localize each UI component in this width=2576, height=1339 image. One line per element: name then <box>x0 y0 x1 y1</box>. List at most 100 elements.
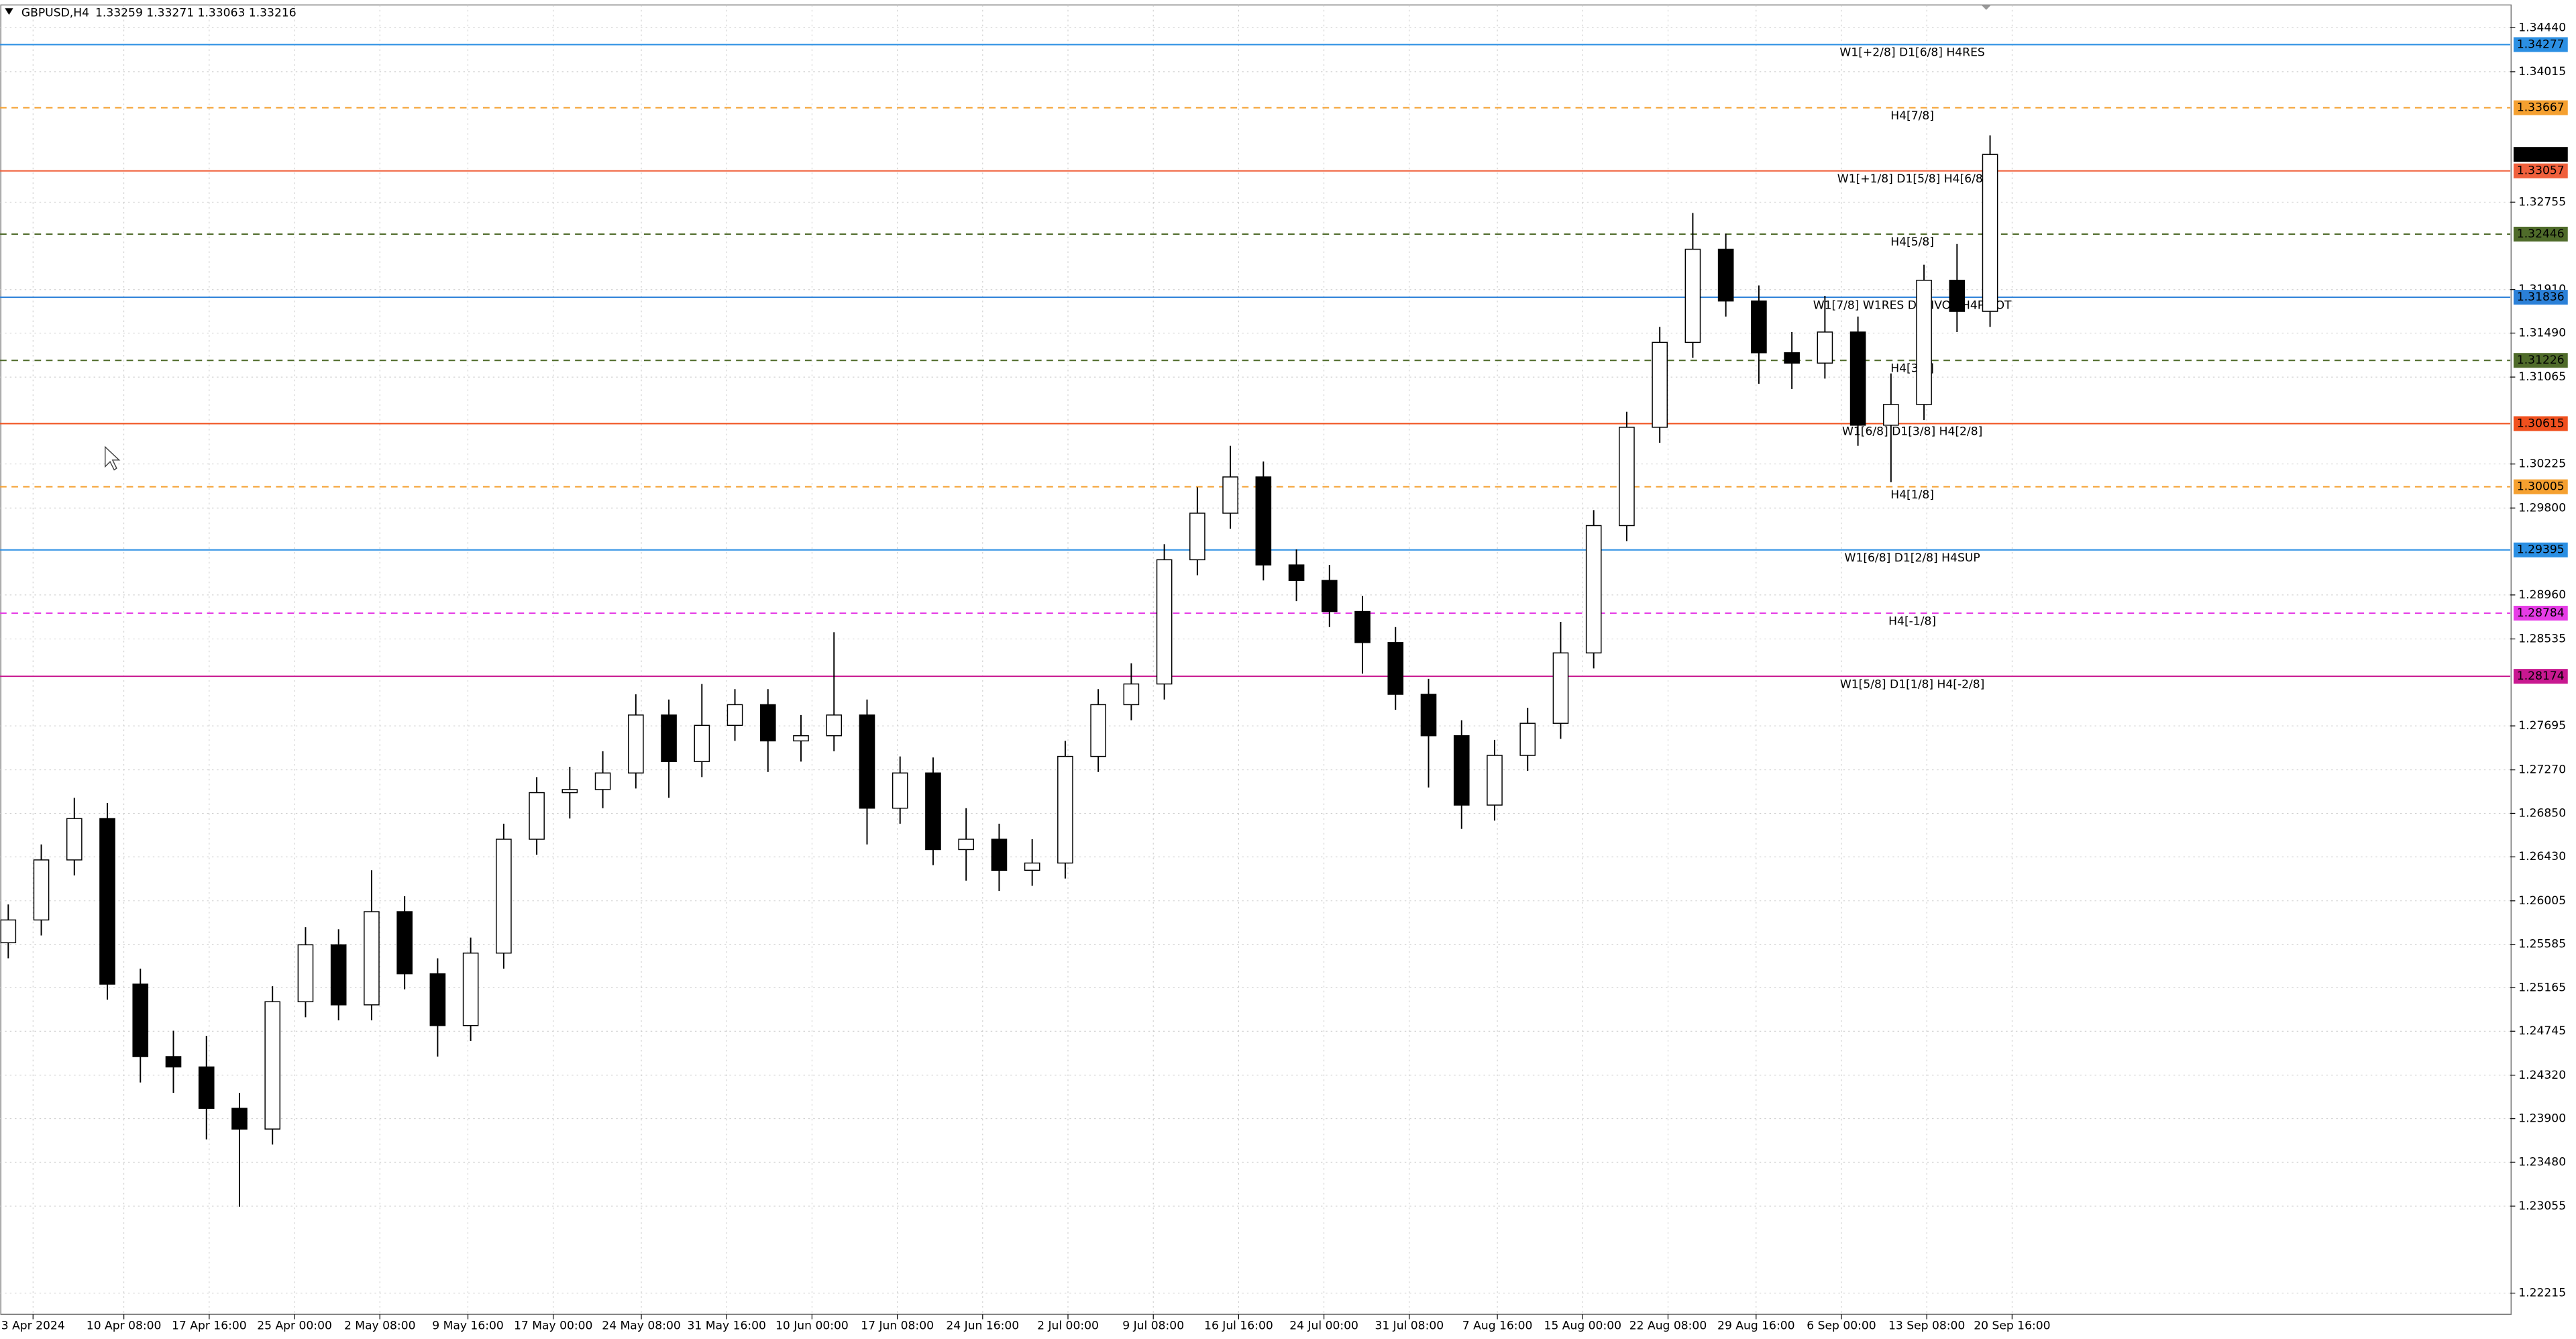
candle-body <box>1321 580 1338 612</box>
candle-body <box>1982 154 1998 312</box>
level-label: H4[1/8] <box>1890 488 1934 502</box>
level-label: H4[-1/8] <box>1888 614 1936 628</box>
x-tick-label: 24 Jul 00:00 <box>1289 1319 1358 1332</box>
level-label: W1[+2/8] D1[6/8] H4RES <box>1839 46 1984 60</box>
candle-body <box>462 952 479 1026</box>
candle-body <box>1784 352 1800 364</box>
candle-body <box>1420 694 1437 737</box>
candle-body <box>429 973 446 1026</box>
level-price-label: 1.29395 <box>2517 543 2565 557</box>
candle-body <box>925 772 941 851</box>
x-tick-label: 10 Apr 08:00 <box>87 1319 162 1332</box>
candle-body <box>496 839 512 954</box>
y-tick-label: 1.23900 <box>2518 1112 2566 1126</box>
y-tick-label: 1.34015 <box>2518 65 2566 78</box>
candle-body <box>1817 331 1833 364</box>
current-price-label: 1.33216 <box>2517 148 2565 161</box>
candle-body <box>1156 559 1173 685</box>
level-price-box <box>2513 606 2568 621</box>
candle-body <box>1552 652 1569 724</box>
x-tick-label: 17 Apr 16:00 <box>172 1319 247 1332</box>
level-price-label: 1.28174 <box>2517 670 2565 683</box>
candle-body <box>958 839 975 851</box>
candle-body <box>1916 280 1932 405</box>
y-tick-label: 1.27695 <box>2518 719 2566 733</box>
level-label: W1[6/8] D1[3/8] H4[2/8] <box>1842 425 1982 439</box>
x-tick-label: 24 Jun 16:00 <box>946 1319 1019 1332</box>
y-tick-label: 1.24320 <box>2518 1069 2566 1082</box>
x-tick-label: 2 Jul 00:00 <box>1037 1319 1099 1332</box>
candle-body <box>1487 755 1503 806</box>
x-tick-label: 31 May 16:00 <box>688 1319 766 1332</box>
x-tick-label: 7 Aug 16:00 <box>1462 1319 1533 1332</box>
y-tick-label: 1.25165 <box>2518 981 2566 994</box>
level-price-label: 1.30005 <box>2517 480 2565 494</box>
level-price-box <box>2513 479 2568 494</box>
candle-body <box>264 1001 281 1130</box>
y-tick-label: 1.23480 <box>2518 1155 2566 1169</box>
level-label: H4[5/8] <box>1890 235 1934 249</box>
x-tick-label: 24 May 08:00 <box>602 1319 680 1332</box>
candle-body <box>297 944 314 1002</box>
candle-body <box>1453 735 1470 806</box>
candle-body <box>561 789 578 794</box>
candle-body <box>694 725 710 763</box>
candle-body <box>1949 280 1966 312</box>
candle-body <box>1519 722 1536 756</box>
candle-body <box>991 839 1008 871</box>
y-tick-label: 1.22215 <box>2518 1287 2566 1300</box>
x-tick-label: 10 Jun 00:00 <box>775 1319 849 1332</box>
candle-body <box>1652 341 1668 428</box>
level-price-box <box>2513 353 2568 368</box>
y-tick-label: 1.32755 <box>2518 195 2566 209</box>
level-price-box <box>2513 542 2568 557</box>
candle-body <box>1123 683 1140 706</box>
plot-frame <box>0 4 2512 1315</box>
x-tick-label: 2 May 08:00 <box>344 1319 416 1332</box>
quote: 1.33259 1.33271 1.33063 1.33216 <box>95 7 297 20</box>
candle-body <box>396 911 413 975</box>
x-tick-label: 31 Jul 08:00 <box>1375 1319 1444 1332</box>
level-price-label: 1.31836 <box>2517 290 2565 304</box>
candle-body <box>1024 862 1040 871</box>
y-tick-label: 1.34440 <box>2518 21 2566 34</box>
candle-body <box>1717 248 1734 302</box>
x-tick-label: 9 Jul 08:00 <box>1122 1319 1184 1332</box>
y-tick-label: 1.28960 <box>2518 588 2566 602</box>
candle-body <box>1684 248 1701 343</box>
level-price-box <box>2513 163 2568 178</box>
candle-body <box>826 714 843 737</box>
candle-body <box>1619 427 1635 527</box>
candle-body <box>198 1066 215 1109</box>
level-label: H4[7/8] <box>1890 109 1934 123</box>
candle-body <box>1288 564 1305 582</box>
level-price-label: 1.31226 <box>2517 354 2565 367</box>
y-tick-label: 1.27270 <box>2518 763 2566 777</box>
level-price-box <box>2513 37 2568 52</box>
candle-body <box>1090 704 1106 757</box>
x-tick-label: 25 Apr 00:00 <box>257 1319 332 1332</box>
candle-body <box>859 714 875 809</box>
level-price-label: 1.34277 <box>2517 38 2565 51</box>
level-price-label: 1.33057 <box>2517 164 2565 178</box>
candle-body <box>727 704 743 727</box>
level-price-label: 1.28784 <box>2517 606 2565 620</box>
y-tick-label: 1.26430 <box>2518 850 2566 863</box>
candle-body <box>661 714 677 763</box>
x-tick-label: 9 May 16:00 <box>432 1319 504 1332</box>
x-tick-label: 20 Sep 16:00 <box>1974 1319 2050 1332</box>
x-tick-label: 16 Jul 16:00 <box>1204 1319 1273 1332</box>
candle-body <box>1255 476 1272 566</box>
candle-body <box>33 859 50 921</box>
level-price-box <box>2513 290 2568 305</box>
candle-body <box>628 714 644 773</box>
candle-body <box>892 772 908 809</box>
candle-body <box>0 919 17 944</box>
candle-body <box>1585 525 1602 654</box>
current-price-box <box>2513 147 2568 162</box>
candle-body <box>1387 642 1404 695</box>
menu-arrow[interactable] <box>5 8 13 15</box>
candle-body <box>529 792 545 840</box>
y-tick-label: 1.30225 <box>2518 458 2566 471</box>
